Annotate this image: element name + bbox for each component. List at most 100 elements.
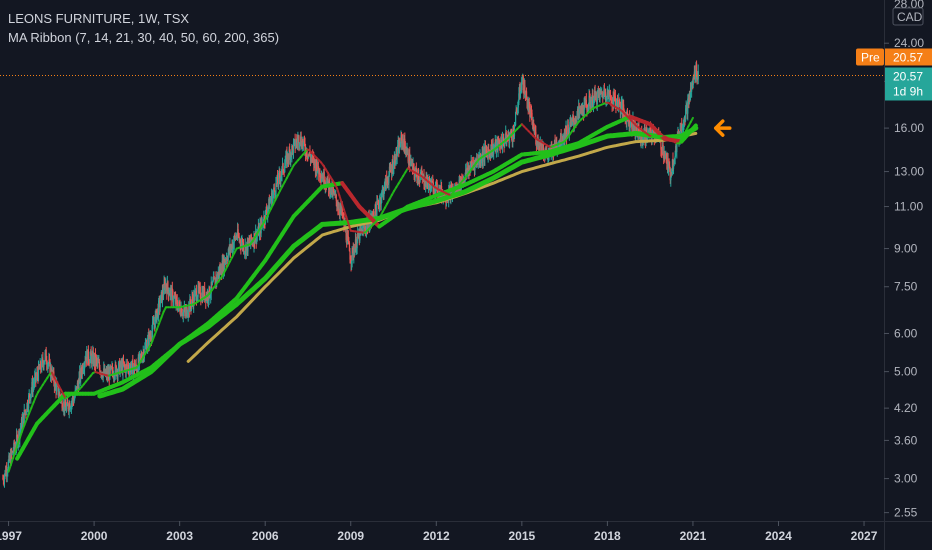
candle-body bbox=[691, 86, 693, 92]
ma-fast-segment bbox=[21, 423, 26, 432]
x-tick-label: 2012 bbox=[423, 529, 450, 543]
ma-fast-segment bbox=[23, 418, 28, 426]
candle-body bbox=[336, 200, 338, 207]
chart-legend: LEONS FURNITURE, 1W, TSX MA Ribbon (7, 1… bbox=[8, 9, 279, 47]
candle-body bbox=[609, 90, 611, 95]
candle-body bbox=[138, 354, 140, 364]
premarket-value: 20.57 bbox=[893, 50, 923, 64]
candle-body bbox=[347, 236, 349, 241]
candle-body bbox=[410, 161, 412, 166]
candle-body bbox=[276, 176, 279, 184]
candle-body bbox=[162, 293, 165, 295]
candle-body bbox=[551, 147, 553, 150]
candle-body bbox=[67, 403, 69, 410]
candle-body bbox=[151, 322, 154, 331]
symbol-title[interactable]: LEONS FURNITURE, 1W, TSX bbox=[8, 11, 190, 26]
candle-body bbox=[42, 358, 44, 364]
candle-body bbox=[649, 127, 652, 130]
candle-body bbox=[30, 393, 32, 400]
candle-body bbox=[364, 226, 366, 230]
candle-body bbox=[233, 236, 235, 243]
candle-body bbox=[320, 177, 323, 181]
candle-body bbox=[62, 407, 64, 409]
candle-body bbox=[89, 356, 91, 364]
candle-body bbox=[207, 300, 210, 302]
x-tick-label: 2021 bbox=[680, 529, 707, 543]
candle-body bbox=[421, 172, 423, 176]
premarket-tag-label: Pre bbox=[861, 50, 880, 64]
candle-body bbox=[44, 353, 46, 361]
candle-body bbox=[109, 366, 111, 380]
candle-body bbox=[514, 125, 516, 127]
time-axis[interactable]: 1997 2000 2003 2006 2009 2012 2015 2018 2021 2024… bbox=[0, 521, 878, 543]
candle-body bbox=[308, 154, 310, 156]
arrow-shape bbox=[714, 119, 732, 137]
candle-body bbox=[162, 290, 164, 295]
candle-body bbox=[584, 100, 586, 103]
candle-body bbox=[224, 260, 227, 263]
candle-body bbox=[25, 412, 28, 414]
candle-body bbox=[574, 119, 576, 123]
candle-body bbox=[397, 145, 399, 153]
candle-body bbox=[127, 366, 130, 371]
candle-body bbox=[596, 92, 598, 105]
candle-body bbox=[602, 93, 604, 98]
candle-body bbox=[355, 239, 357, 252]
candle-body bbox=[558, 144, 560, 146]
candle-body bbox=[136, 366, 138, 372]
candle-body bbox=[694, 76, 697, 78]
candle-body bbox=[673, 159, 675, 167]
candle-body bbox=[470, 161, 472, 168]
candle-body bbox=[234, 236, 236, 238]
candle-body bbox=[597, 91, 599, 94]
y-tick-label: 2.55 bbox=[894, 506, 918, 520]
candle-body bbox=[467, 170, 469, 174]
candle-body bbox=[114, 376, 116, 379]
candle-body bbox=[204, 288, 206, 300]
candle-body bbox=[419, 175, 421, 181]
candle-body bbox=[565, 127, 568, 139]
candle-body bbox=[400, 135, 402, 147]
candle-body bbox=[309, 152, 311, 157]
candle-body bbox=[692, 76, 694, 86]
candle-body bbox=[199, 286, 201, 298]
candle-body bbox=[480, 161, 482, 163]
candle-body bbox=[317, 162, 319, 170]
premarket-value-badge bbox=[885, 48, 932, 66]
indicator-label[interactable]: MA Ribbon (7, 14, 21, 30, 40, 50, 60, 20… bbox=[8, 30, 280, 45]
candle-body bbox=[43, 363, 45, 367]
candle-body bbox=[595, 92, 597, 102]
candle-body bbox=[210, 293, 212, 297]
candle-body bbox=[534, 131, 536, 133]
candle-body bbox=[661, 151, 663, 153]
candle-body bbox=[66, 400, 69, 404]
candle-body bbox=[696, 76, 698, 80]
candle-body bbox=[601, 91, 603, 96]
candle-body bbox=[187, 315, 189, 317]
candle-body bbox=[226, 257, 228, 260]
candle-body bbox=[48, 359, 51, 361]
candle-body bbox=[140, 354, 143, 359]
candle-body bbox=[191, 297, 194, 301]
candle-body bbox=[672, 166, 675, 169]
candle-body bbox=[245, 245, 247, 255]
candle-body bbox=[435, 182, 437, 185]
candle-body bbox=[45, 349, 47, 362]
candle-body bbox=[261, 220, 263, 225]
candle-body bbox=[674, 158, 676, 160]
candle-body bbox=[687, 98, 689, 114]
candle-body bbox=[528, 103, 530, 108]
candle-body bbox=[517, 107, 519, 114]
candle-body bbox=[310, 158, 312, 161]
candle-body bbox=[284, 162, 286, 167]
candle-body bbox=[533, 128, 535, 133]
candle-body bbox=[291, 145, 293, 156]
candle-body bbox=[47, 363, 49, 365]
candle-body bbox=[154, 315, 156, 328]
candle-body bbox=[55, 384, 58, 392]
candle-body bbox=[238, 236, 240, 240]
candle-body bbox=[332, 188, 335, 192]
candle-body bbox=[388, 166, 391, 175]
candle-body bbox=[184, 307, 186, 311]
